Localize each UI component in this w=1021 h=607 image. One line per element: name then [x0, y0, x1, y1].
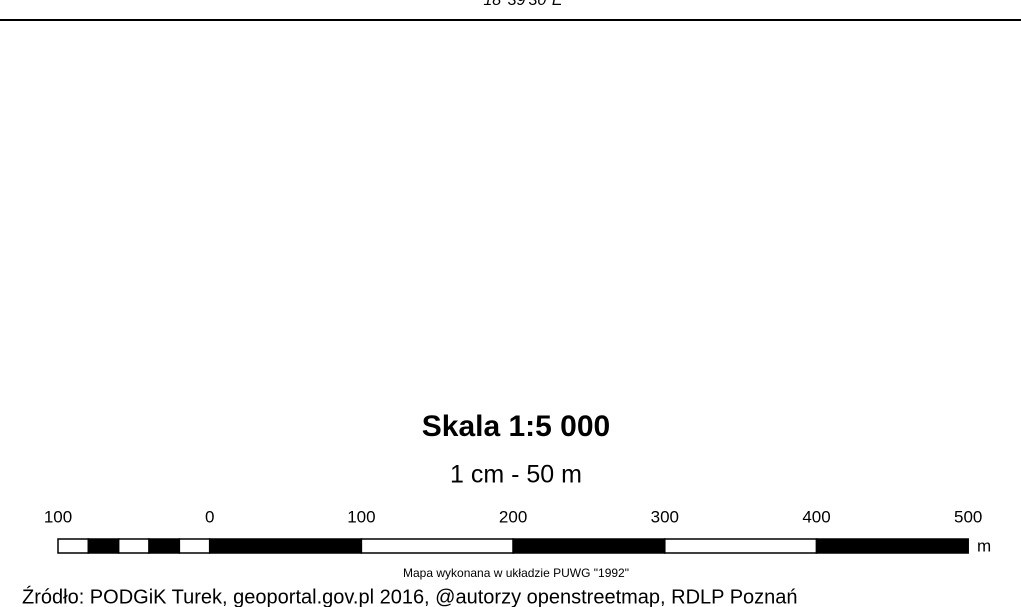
scale-unit: m: [977, 536, 991, 555]
scale-subtitle: 1 cm - 50 m: [450, 461, 582, 489]
scale-segment: [57, 538, 90, 554]
scale-segment: [512, 538, 666, 554]
scale-segment: [208, 538, 363, 554]
projection-note: Mapa wykonana w układzie PUWG "1992": [403, 566, 629, 580]
scale-bar: [57, 538, 969, 554]
scale-label: 100: [44, 507, 72, 526]
scale-label: 100: [347, 507, 375, 526]
scale-segment: [117, 538, 150, 554]
scale-label: 0: [205, 507, 214, 526]
scale-title: Skala 1:5 000: [422, 410, 610, 443]
scale-label: 400: [802, 507, 830, 526]
scale-segment: [360, 538, 514, 554]
scale-segment: [664, 538, 818, 554]
scale-segment: [815, 538, 969, 554]
scale-label: 200: [499, 507, 527, 526]
coordinate-label: 18°39'30"E: [483, 0, 563, 9]
source-note: Źródło: PODGiK Turek, geoportal.gov.pl 2…: [22, 585, 798, 607]
scale-segment: [87, 538, 120, 554]
scale-segment: [148, 538, 181, 554]
scale-segment: [178, 538, 211, 554]
scale-label: 300: [651, 507, 679, 526]
scale-label: 500: [954, 507, 982, 526]
